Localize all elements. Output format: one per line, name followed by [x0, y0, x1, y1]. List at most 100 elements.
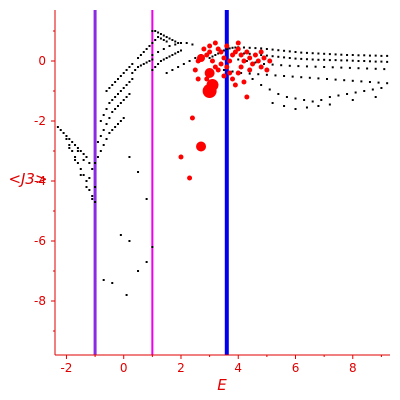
data-point: [188, 60, 191, 62]
data-point: [297, 65, 300, 68]
data-point: [119, 75, 122, 77]
data-point: [71, 150, 74, 152]
data-point: [224, 43, 230, 49]
x-tick-label: 2: [177, 361, 185, 375]
data-point: [102, 144, 105, 146]
data-point: [245, 60, 248, 62]
data-point: [128, 240, 131, 242]
data-point: [380, 54, 383, 57]
data-point: [125, 294, 128, 296]
data-point: [179, 49, 182, 52]
data-point: [114, 108, 117, 110]
data-point: [177, 51, 180, 53]
data-point: [159, 33, 162, 35]
data-point: [162, 58, 165, 61]
data-point: [162, 48, 165, 50]
data-point: [386, 82, 389, 85]
data-point: [145, 48, 148, 50]
data-point: [260, 84, 263, 86]
data-point: [208, 57, 211, 59]
ticks: -2 0 2 4 6 8 0 -2 -4 -6 -8: [34, 30, 382, 375]
data-point: [99, 150, 102, 152]
data-point: [105, 108, 108, 110]
data-point: [258, 49, 264, 55]
data-point: [340, 59, 343, 62]
data-point: [368, 81, 371, 83]
data-point: [268, 88, 271, 91]
data-point: [137, 66, 140, 68]
data-point: [154, 39, 157, 41]
data-point: [108, 102, 111, 104]
data-point: [116, 123, 119, 125]
x-tick-label: 6: [292, 361, 300, 375]
data-point: [265, 48, 268, 50]
data-point: [371, 88, 374, 91]
data-point: [195, 58, 201, 64]
data-point: [331, 66, 334, 69]
data-point: [334, 59, 337, 62]
data-point: [142, 63, 145, 65]
data-point: [151, 54, 154, 56]
data-point: [116, 78, 119, 80]
data-point: [363, 54, 366, 57]
data-point: [235, 40, 241, 46]
data-point: [105, 138, 108, 140]
data-point: [277, 93, 280, 95]
data-point: [207, 49, 213, 55]
data-point: [185, 42, 188, 44]
data-point: [317, 105, 320, 107]
data-point: [260, 47, 263, 50]
data-point: [323, 66, 326, 68]
data-point: [56, 126, 59, 128]
data-point: [114, 81, 117, 83]
data-point: [122, 117, 125, 119]
data-point: [374, 96, 377, 98]
data-point: [254, 47, 257, 50]
data-point: [189, 115, 195, 121]
data-point: [217, 52, 220, 55]
data-point: [204, 76, 210, 82]
data-point: [221, 55, 227, 61]
data-point: [91, 168, 94, 170]
data-point: [351, 59, 354, 62]
data-point: [368, 60, 371, 63]
data-point: [137, 171, 140, 173]
data-point: [108, 117, 111, 119]
y-tick-label: -2: [34, 114, 46, 128]
data-point: [218, 49, 224, 55]
data-point: [154, 66, 157, 68]
data-point: [125, 84, 128, 86]
data-point: [168, 55, 171, 58]
data-point: [231, 70, 234, 73]
data-point: [374, 60, 377, 63]
data-point: [139, 54, 142, 56]
data-point: [196, 141, 207, 152]
data-point: [145, 261, 148, 263]
axes: [54, 10, 390, 356]
data-point: [314, 65, 317, 68]
data-point: [323, 58, 326, 61]
data-point: [191, 43, 194, 46]
data-point: [222, 49, 225, 52]
data-point: [157, 31, 160, 34]
data-point: [131, 72, 134, 74]
data-point: [154, 30, 157, 32]
data-point: [125, 69, 128, 71]
data-point: [277, 49, 280, 52]
data-point: [303, 99, 306, 101]
data-point: [59, 129, 62, 131]
data-point: [194, 57, 197, 59]
data-point: [357, 60, 360, 62]
data-point: [283, 56, 286, 59]
data-point: [305, 106, 308, 109]
data-point: [374, 67, 377, 70]
data-point: [265, 73, 268, 76]
data-point: [288, 64, 291, 67]
data-point: [119, 234, 122, 236]
data-point: [328, 59, 331, 62]
data-point: [288, 50, 291, 53]
data-point: [177, 42, 180, 44]
data-point: [351, 54, 354, 56]
data-point: [94, 201, 97, 203]
data-point: [227, 58, 233, 64]
